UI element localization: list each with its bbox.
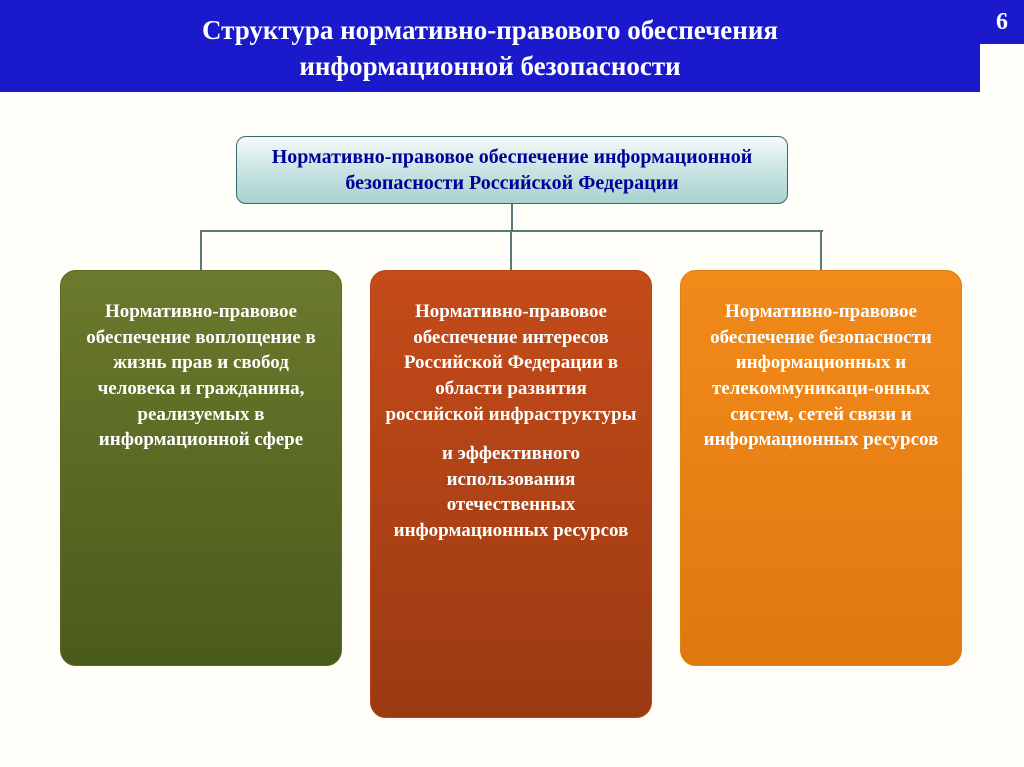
root-line1: Нормативно-правовое обеспечение информац… <box>272 146 753 168</box>
root-node: Нормативно-правовое обеспечение информац… <box>236 136 788 204</box>
connector-hbar <box>201 230 823 232</box>
child-node-0: Нормативно-правовое обеспечение воплощен… <box>60 270 342 666</box>
root-line2: безопасности Российской Федерации <box>345 172 678 194</box>
connector-drop-0 <box>200 230 202 270</box>
child-2-para-0: Нормативно-правовое обеспечение безопасн… <box>695 299 947 453</box>
child-1-para-0: Нормативно-правовое обеспечение интересо… <box>385 299 637 427</box>
connector-drop-2 <box>820 230 822 270</box>
child-0-para-0: Нормативно-правовое обеспечение воплощен… <box>75 299 327 453</box>
child-1-para-1: и эффективного использования отечественн… <box>385 441 637 544</box>
title-line2: информационной безопасности <box>299 51 680 81</box>
title-line1: Структура нормативно-правового обеспечен… <box>202 15 778 45</box>
page-number: 6 <box>980 0 1024 44</box>
connector-trunk <box>511 204 513 230</box>
title-bar: Структура нормативно-правового обеспечен… <box>0 0 980 92</box>
child-node-1: Нормативно-правовое обеспечение интересо… <box>370 270 652 718</box>
connector-drop-1 <box>510 230 512 270</box>
child-node-2: Нормативно-правовое обеспечение безопасн… <box>680 270 962 666</box>
